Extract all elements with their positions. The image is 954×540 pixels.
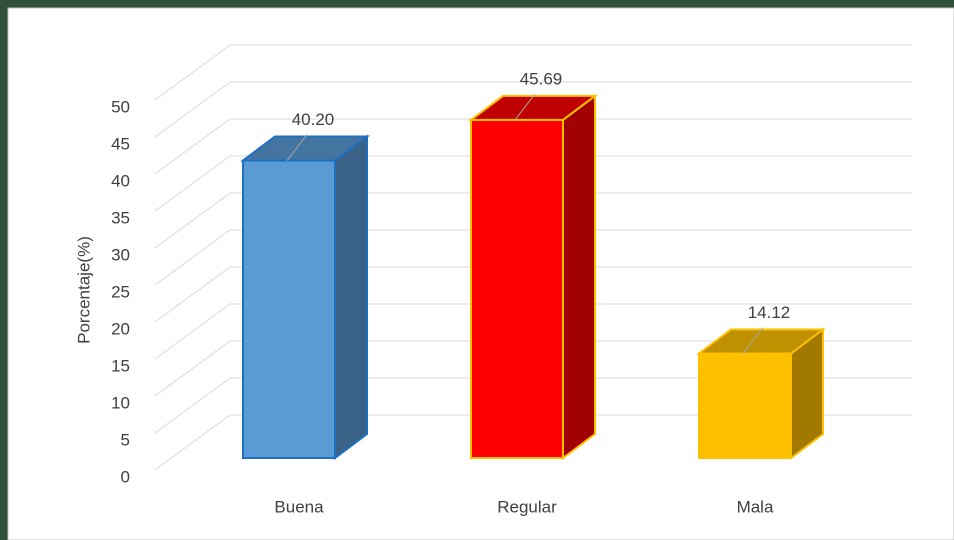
y-tick-label: 5 xyxy=(121,430,130,449)
value-label: 45.69 xyxy=(520,69,563,88)
chart: Porcentaje(%) 0 5 10 15 20 25 30 35 40 45 50 40.20 B… xyxy=(0,0,954,540)
bar-side xyxy=(563,96,595,458)
y-tick-label: 45 xyxy=(111,134,130,153)
x-tick-label: Regular xyxy=(497,497,557,516)
y-tick-label: 40 xyxy=(111,171,130,190)
y-tick-label: 25 xyxy=(111,282,130,301)
y-tick-label: 35 xyxy=(111,208,130,227)
value-label: 40.20 xyxy=(292,110,335,129)
y-tick-label: 20 xyxy=(111,319,130,338)
y-tick-label: 0 xyxy=(121,467,130,486)
bar xyxy=(699,354,791,458)
x-tick-label: Mala xyxy=(737,497,774,516)
bar xyxy=(471,120,563,458)
y-tick-label: 10 xyxy=(111,393,130,412)
value-label: 14.12 xyxy=(748,303,791,322)
bar-side xyxy=(335,137,367,458)
page: Porcentaje(%) 0 5 10 15 20 25 30 35 40 45 50 40.20 B… xyxy=(0,0,954,540)
x-tick-label: Buena xyxy=(274,497,324,516)
y-axis-label: Porcentaje(%) xyxy=(74,236,93,344)
bar xyxy=(243,161,335,458)
y-tick-label: 15 xyxy=(111,356,130,375)
y-tick-label: 30 xyxy=(111,245,130,264)
y-tick-label: 50 xyxy=(111,97,130,116)
